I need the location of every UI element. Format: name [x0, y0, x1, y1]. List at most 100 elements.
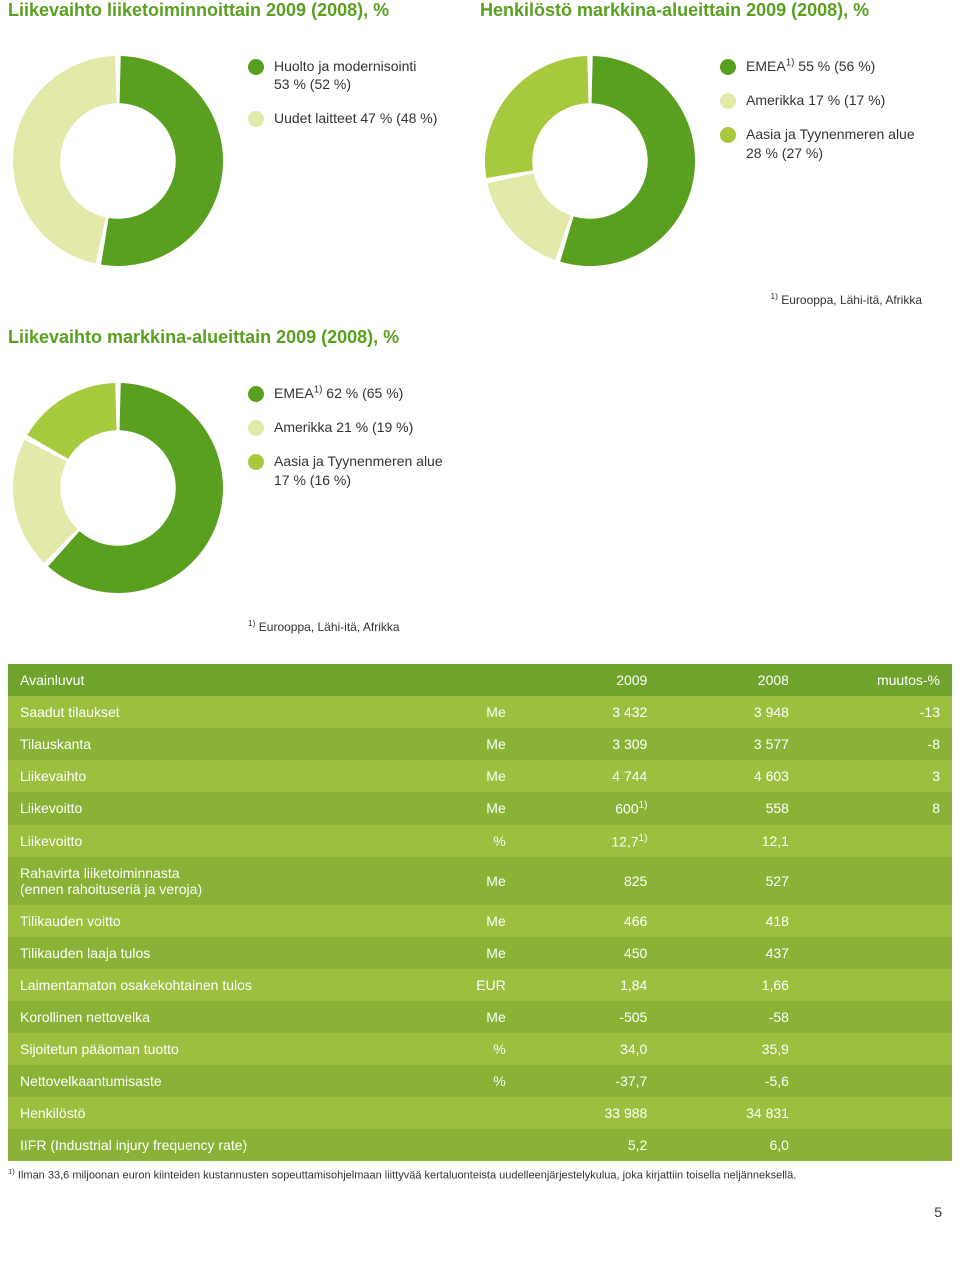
table-cell: IIFR (Industrial injury frequency rate)	[8, 1129, 404, 1161]
legend-item: Amerikka 21 % (19 %)	[248, 418, 443, 436]
table-cell: Tilauskanta	[8, 728, 404, 760]
table-cell: 12,71)	[518, 825, 660, 858]
table-cell: Me	[404, 728, 517, 760]
legend-swatch	[248, 386, 264, 402]
table-cell: 3 309	[518, 728, 660, 760]
table-cell: Saadut tilaukset	[8, 696, 404, 728]
table-cell: Korollinen nettovelka	[8, 1001, 404, 1033]
chart3-legend: EMEA1) 62 % (65 %) Amerikka 21 % (19 %) Aa…	[248, 378, 443, 489]
table-cell: 825	[518, 857, 660, 905]
chart3-title: Liikevaihto markkina-alueittain 2009 (20…	[8, 327, 952, 348]
table-cell: EUR	[404, 969, 517, 1001]
table-row: Henkilöstö33 98834 831	[8, 1097, 952, 1129]
table-cell: 35,9	[659, 1033, 801, 1065]
table-row: Korollinen nettovelkaMe-505-58	[8, 1001, 952, 1033]
table-cell: 418	[659, 905, 801, 937]
legend-swatch	[248, 420, 264, 436]
table-cell: 33 988	[518, 1097, 660, 1129]
chart1-col: Liikevaihto liiketoiminnoittain 2009 (20…	[8, 0, 480, 307]
chart2-legend: EMEA1) 55 % (56 %)Amerikka 17 % (17 %)Aa…	[720, 51, 915, 162]
table-cell	[801, 1129, 952, 1161]
table-header-cell: 2008	[659, 664, 801, 696]
chart2-col: Henkilöstö markkina-alueittain 2009 (200…	[480, 0, 952, 307]
table-cell: 437	[659, 937, 801, 969]
table-cell	[801, 1001, 952, 1033]
table-cell: Liikevaihto	[8, 760, 404, 792]
table-header-cell: Avainluvut	[8, 664, 404, 696]
table-body: Saadut tilauksetMe3 4323 948-13Tilauskan…	[8, 696, 952, 1161]
legend-label: EMEA1) 55 % (56 %)	[746, 57, 875, 75]
chart2-footnote: 1) Eurooppa, Lähi-itä, Afrikka	[480, 291, 952, 307]
table-cell: Tilikauden voitto	[8, 905, 404, 937]
legend-swatch	[248, 59, 264, 75]
legend-swatch	[720, 127, 736, 143]
legend-label: Uudet laitteet 47 % (48 %)	[274, 109, 437, 127]
table-cell: 6001)	[518, 792, 660, 825]
table-cell: 1,66	[659, 969, 801, 1001]
table-cell: Liikevoitto	[8, 825, 404, 858]
legend-swatch	[720, 93, 736, 109]
legend-item: EMEA1) 55 % (56 %)	[720, 57, 915, 75]
table-cell: -13	[801, 696, 952, 728]
legend-item: Amerikka 17 % (17 %)	[720, 91, 915, 109]
chart2-donut	[480, 51, 700, 271]
legend-item: Uudet laitteet 47 % (48 %)	[248, 109, 437, 127]
table-cell	[404, 1097, 517, 1129]
table-cell: 3 948	[659, 696, 801, 728]
table-cell: -5,6	[659, 1065, 801, 1097]
legend-label: EMEA1) 62 % (65 %)	[274, 384, 403, 402]
table-cell: 558	[659, 792, 801, 825]
legend-label: Aasia ja Tyynenmeren alue17 % (16 %)	[274, 452, 443, 488]
table-cell: 34,0	[518, 1033, 660, 1065]
table-header-cell	[404, 664, 517, 696]
table-cell: Sijoitetun pääoman tuotto	[8, 1033, 404, 1065]
legend-item: Aasia ja Tyynenmeren alue17 % (16 %)	[248, 452, 443, 488]
table-cell: 3	[801, 760, 952, 792]
chart1-title: Liikevaihto liiketoiminnoittain 2009 (20…	[8, 0, 480, 21]
table-cell: 8	[801, 792, 952, 825]
legend-swatch	[248, 111, 264, 127]
table-cell	[801, 969, 952, 1001]
table-row: Laimentamaton osakekohtainen tulosEUR1,8…	[8, 969, 952, 1001]
table-row: TilauskantaMe3 3093 577-8	[8, 728, 952, 760]
table-cell: 1,84	[518, 969, 660, 1001]
table-cell	[801, 1033, 952, 1065]
chart2-block: EMEA1) 55 % (56 %)Amerikka 17 % (17 %)Aa…	[480, 51, 952, 271]
table-cell: Rahavirta liiketoiminnasta(ennen rahoitu…	[8, 857, 404, 905]
table-cell	[801, 857, 952, 905]
chart3-block: EMEA1) 62 % (65 %) Amerikka 21 % (19 %) Aa…	[8, 378, 952, 598]
table-row: Sijoitetun pääoman tuotto%34,035,9	[8, 1033, 952, 1065]
table-cell: 3 577	[659, 728, 801, 760]
legend-label: Huolto ja modernisointi 53 % (52 %)	[274, 57, 416, 93]
table-cell: Me	[404, 905, 517, 937]
table-row: Tilikauden voittoMe466418	[8, 905, 952, 937]
table-cell: Me	[404, 1001, 517, 1033]
table-cell: -58	[659, 1001, 801, 1033]
table-cell: Me	[404, 696, 517, 728]
table-cell	[801, 1097, 952, 1129]
table-row: Liikevoitto%12,71)12,1	[8, 825, 952, 858]
table-cell: Me	[404, 937, 517, 969]
table-cell: Laimentamaton osakekohtainen tulos	[8, 969, 404, 1001]
table-cell: 450	[518, 937, 660, 969]
chart1-block: Huolto ja modernisointi 53 % (52 %) Uudet…	[8, 51, 480, 271]
table-footnote: 1) Ilman 33,6 miljoonan euron kiinteiden…	[8, 1167, 952, 1184]
table-cell	[404, 1129, 517, 1161]
table-cell: Henkilöstö	[8, 1097, 404, 1129]
chart2-title: Henkilöstö markkina-alueittain 2009 (200…	[480, 0, 952, 21]
table-cell: Nettovelkaantumisaste	[8, 1065, 404, 1097]
table-cell: -505	[518, 1001, 660, 1033]
table-cell: 466	[518, 905, 660, 937]
chart3-footnote: 1) Eurooppa, Lähi-itä, Afrikka	[248, 618, 952, 634]
table-cell: %	[404, 1033, 517, 1065]
table-cell	[801, 937, 952, 969]
table-cell: Me	[404, 857, 517, 905]
legend-swatch	[720, 59, 736, 75]
table-cell: %	[404, 825, 517, 858]
chart3-donut	[8, 378, 228, 598]
legend-item: EMEA1) 62 % (65 %)	[248, 384, 443, 402]
top-row: Liikevaihto liiketoiminnoittain 2009 (20…	[8, 0, 952, 307]
chart1-legend: Huolto ja modernisointi 53 % (52 %) Uudet…	[248, 51, 437, 128]
table-cell: 5,2	[518, 1129, 660, 1161]
table-row: IIFR (Industrial injury frequency rate) 5…	[8, 1129, 952, 1161]
